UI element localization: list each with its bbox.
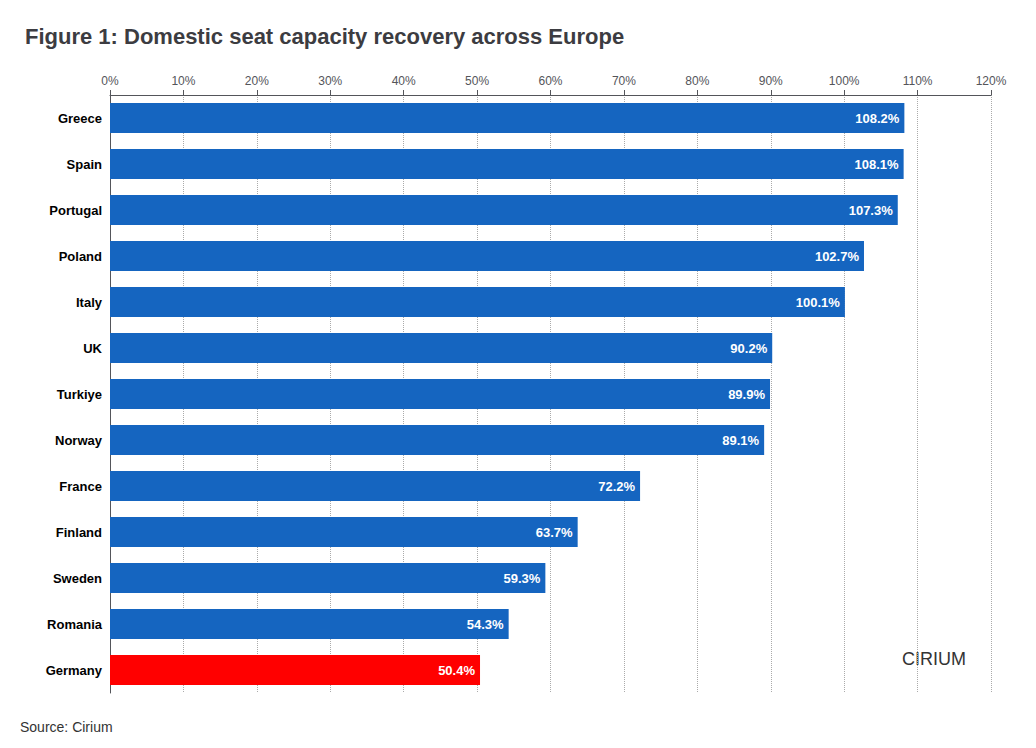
svg-text:50.4%: 50.4% xyxy=(438,663,475,678)
svg-text:10%: 10% xyxy=(171,74,195,88)
svg-text:70%: 70% xyxy=(612,74,636,88)
svg-text:110%: 110% xyxy=(903,74,933,88)
svg-text:Sweden: Sweden xyxy=(53,571,102,586)
svg-text:80%: 80% xyxy=(685,74,709,88)
svg-text:89.9%: 89.9% xyxy=(728,387,765,402)
svg-text:108.2%: 108.2% xyxy=(855,111,900,126)
svg-text:Figure 1: Domestic seat capaci: Figure 1: Domestic seat capacity recover… xyxy=(25,24,624,49)
svg-text:72.2%: 72.2% xyxy=(598,479,635,494)
svg-text:108.1%: 108.1% xyxy=(855,157,900,172)
svg-text:Greece: Greece xyxy=(58,111,102,126)
svg-text:100.1%: 100.1% xyxy=(796,295,841,310)
svg-text:20%: 20% xyxy=(245,74,269,88)
svg-text:Poland: Poland xyxy=(59,249,102,264)
svg-text:Finland: Finland xyxy=(56,525,102,540)
svg-text:102.7%: 102.7% xyxy=(815,249,860,264)
svg-text:54.3%: 54.3% xyxy=(467,617,504,632)
svg-text:50%: 50% xyxy=(465,74,489,88)
svg-text:Italy: Italy xyxy=(76,295,103,310)
svg-text:Source: Cirium: Source: Cirium xyxy=(20,719,113,735)
svg-text:63.7%: 63.7% xyxy=(536,525,573,540)
svg-text:40%: 40% xyxy=(392,74,416,88)
svg-text:30%: 30% xyxy=(318,74,342,88)
svg-text:120%: 120% xyxy=(976,74,1007,88)
svg-text:Norway: Norway xyxy=(55,433,103,448)
svg-text:107.3%: 107.3% xyxy=(849,203,894,218)
svg-text:UK: UK xyxy=(83,341,102,356)
svg-text:Spain: Spain xyxy=(67,157,102,172)
svg-text:Portugal: Portugal xyxy=(49,203,102,218)
svg-text:59.3%: 59.3% xyxy=(503,571,540,586)
svg-text:90%: 90% xyxy=(759,74,783,88)
svg-text:France: France xyxy=(59,479,102,494)
svg-text:Germany: Germany xyxy=(46,663,103,678)
svg-text:90.2%: 90.2% xyxy=(730,341,767,356)
svg-text:Turkiye: Turkiye xyxy=(57,387,102,402)
svg-text:100%: 100% xyxy=(829,74,860,88)
svg-text:CIRIUM: CIRIUM xyxy=(902,649,966,669)
svg-text:0%: 0% xyxy=(101,74,119,88)
svg-text:60%: 60% xyxy=(538,74,562,88)
svg-text:Romania: Romania xyxy=(47,617,103,632)
svg-text:89.1%: 89.1% xyxy=(722,433,759,448)
